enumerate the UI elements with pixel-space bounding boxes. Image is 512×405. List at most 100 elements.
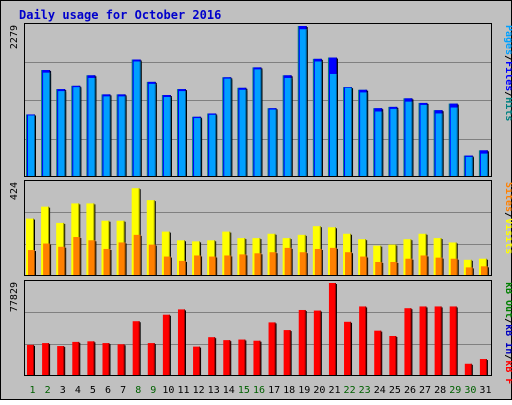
pages-bar-edge <box>381 111 383 176</box>
kbf-bar-fill <box>147 343 155 375</box>
kbf-bar-edge <box>78 341 80 375</box>
pages-bar <box>299 29 308 177</box>
pages-bar-edge <box>139 61 141 176</box>
pages-bar-edge <box>471 156 473 176</box>
kbf-bar-fill <box>132 321 140 375</box>
kbf-bar-edge <box>319 310 321 375</box>
sites-bar <box>103 248 112 275</box>
pages-bar <box>43 72 52 176</box>
visits-sites-max-label: 424 <box>9 182 20 200</box>
sites-bar-edge <box>230 255 232 275</box>
pages-bar <box>88 77 97 176</box>
pages-bar-edge <box>320 61 322 176</box>
kbf-bar <box>42 343 51 375</box>
sites-bar-edge <box>109 248 111 275</box>
sites-bar <box>43 243 52 275</box>
sites-bar-fill <box>148 244 156 275</box>
sites-bar-edge <box>486 266 488 275</box>
visits-sites-bars <box>26 188 489 275</box>
sites-bar <box>58 246 67 275</box>
visits-bar-fill <box>146 200 155 275</box>
visits-bar-edge <box>108 220 110 275</box>
kbf-bar <box>223 340 232 375</box>
kbf-bar <box>268 322 277 375</box>
legend-item: Hits <box>503 97 512 121</box>
sites-bar-fill <box>224 255 232 275</box>
visits-bar-edge <box>470 259 472 275</box>
pages-bar-fill <box>375 111 383 176</box>
visits-bar-edge <box>440 238 442 275</box>
day-label: 6 <box>105 385 111 396</box>
sites-bar-fill <box>450 258 458 275</box>
sites-bar-fill <box>209 256 217 275</box>
visits-bar-fill <box>131 188 140 275</box>
visits-bar <box>176 240 186 275</box>
pages-bar <box>194 118 203 176</box>
kbf-bar-edge <box>289 330 291 375</box>
pages-bar-fill <box>420 104 428 176</box>
kbf-bar-fill <box>162 314 170 375</box>
kbf-bar <box>449 306 458 375</box>
day-label: 21 <box>328 385 340 396</box>
legend-item: / <box>503 354 512 360</box>
sites-bar-edge <box>94 240 96 275</box>
kbf-bar <box>147 343 156 375</box>
kbf-bar-edge <box>63 346 65 375</box>
pages-bar <box>420 104 429 176</box>
day-label: 16 <box>253 385 265 396</box>
kbf-bar <box>298 309 307 375</box>
visits-bar-edge <box>380 245 382 275</box>
pages-bar <box>73 87 82 176</box>
kbf-bar <box>72 341 81 375</box>
pages-bar-fill <box>73 87 81 176</box>
day-label: 20 <box>313 385 325 396</box>
kbf-bar <box>374 330 383 375</box>
pages-bar <box>314 61 323 176</box>
sites-bar-edge <box>426 255 428 275</box>
day-label: 14 <box>223 385 235 396</box>
sites-bar-fill <box>239 254 247 275</box>
legend-item: Pages <box>503 25 512 55</box>
sites-bar-fill <box>375 261 383 275</box>
day-label: 9 <box>150 385 156 396</box>
visits-bar-fill <box>41 206 50 275</box>
kbf-bar-edge <box>108 343 110 375</box>
sites-bar <box>314 248 323 275</box>
kbf-bar <box>57 346 66 375</box>
pages-bar <box>405 101 414 176</box>
pages-bar-edge <box>124 96 126 176</box>
sites-bar-fill <box>88 240 96 275</box>
kbf-bar <box>162 314 171 375</box>
kbf-bar-fill <box>117 344 125 375</box>
visits-bar-edge <box>153 200 155 275</box>
day-label: 24 <box>374 385 386 396</box>
kbf-bar-edge <box>440 306 442 375</box>
visits-bar-fill <box>26 218 34 275</box>
kbf-bar-edge <box>214 337 216 375</box>
day-label: 7 <box>120 385 126 396</box>
kbf-bar-edge <box>259 340 261 375</box>
hits-files-pages-legend: Pages/Files/Hits <box>503 25 512 121</box>
pages-bar-fill <box>480 153 488 176</box>
sites-bar-fill <box>58 246 66 275</box>
sites-bar-edge <box>456 258 458 275</box>
pages-bar-fill <box>118 96 126 176</box>
visits-bar-fill <box>176 240 185 275</box>
sites-bar-edge <box>124 242 126 275</box>
sites-bar-edge <box>396 261 398 275</box>
pages-bar-edge <box>109 96 111 176</box>
legend-item: / <box>503 318 512 324</box>
kbf-bar-edge <box>93 341 95 375</box>
kbf-bar-fill <box>449 306 457 375</box>
pages-bar-fill <box>148 83 156 176</box>
legend-item: kB Out <box>503 282 512 318</box>
chart-title: Daily usage for October 2016 <box>19 8 221 22</box>
pages-bar-fill <box>103 96 111 176</box>
pages-bar-edge <box>49 72 51 176</box>
kbf-bar-fill <box>434 306 442 375</box>
sites-bar-edge <box>305 252 307 275</box>
sites-bar-edge <box>184 260 186 275</box>
pages-bar-fill <box>224 78 232 176</box>
pages-bar-fill <box>269 109 277 176</box>
